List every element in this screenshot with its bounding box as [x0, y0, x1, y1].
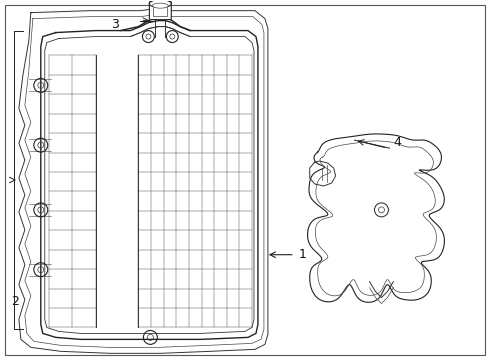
Text: 1: 1: [299, 248, 307, 261]
Ellipse shape: [152, 3, 168, 8]
FancyBboxPatch shape: [149, 2, 171, 20]
Text: 2: 2: [11, 295, 19, 308]
Bar: [153, 6, 167, 15]
Text: 3: 3: [111, 18, 119, 31]
Text: 4: 4: [393, 136, 401, 149]
Ellipse shape: [149, 0, 171, 8]
